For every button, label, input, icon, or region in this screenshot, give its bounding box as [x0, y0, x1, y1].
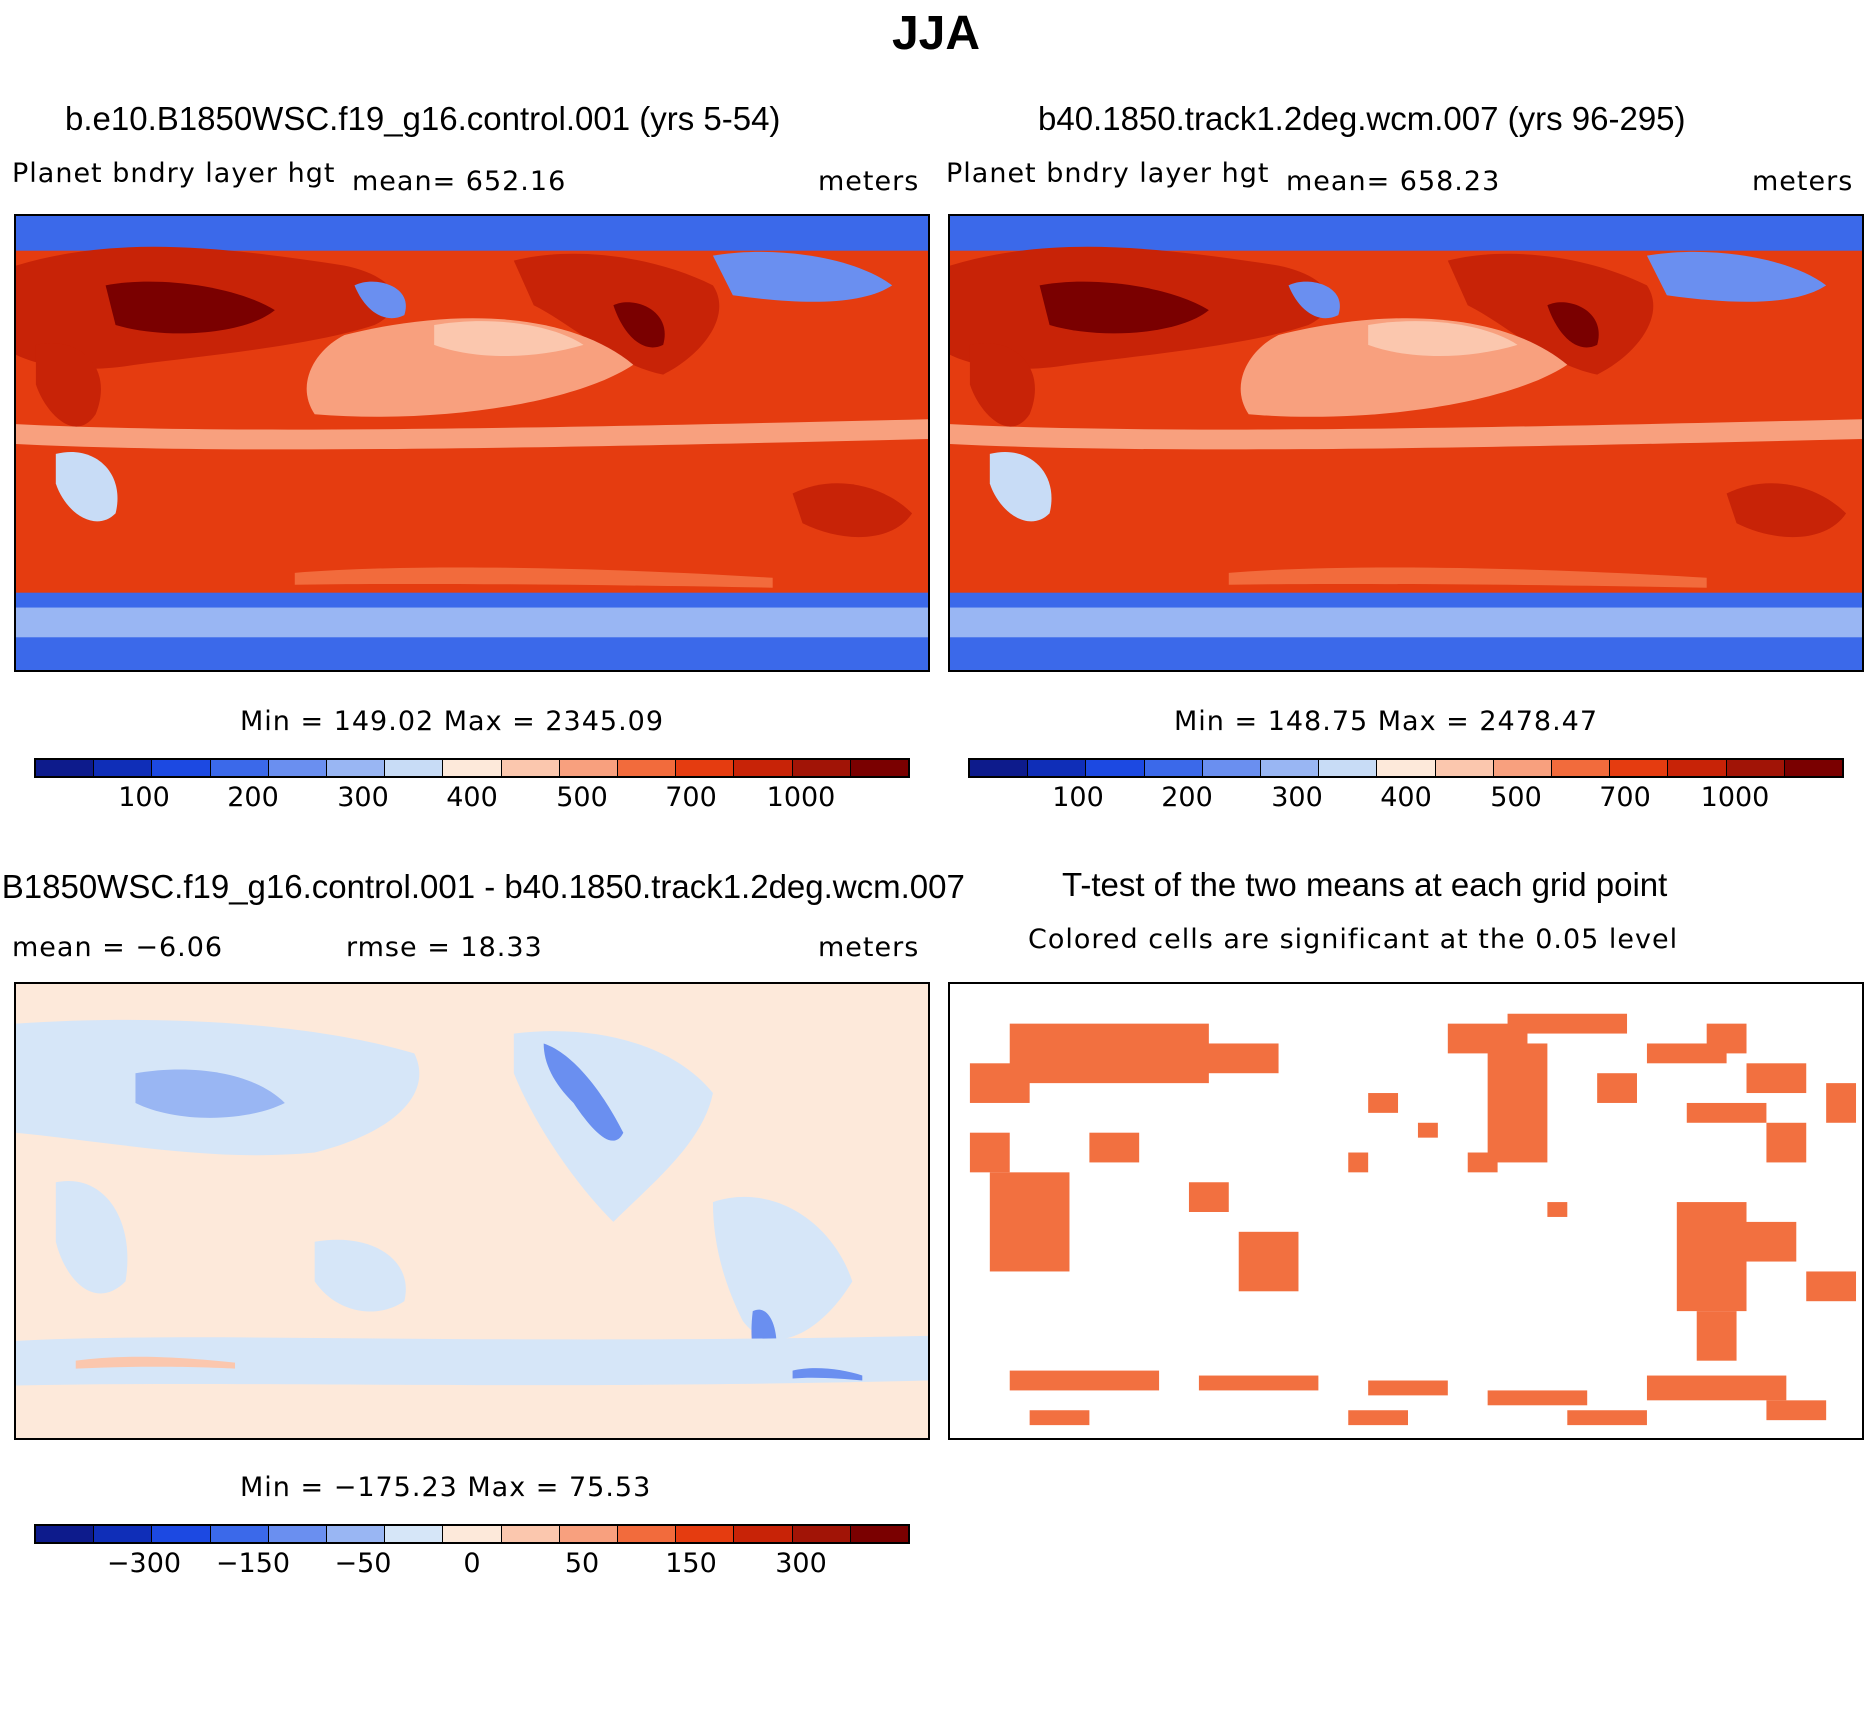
colorbar-swatch — [268, 1526, 328, 1542]
colorbar-swatch — [327, 1526, 386, 1542]
colorbar-tick: 100 — [118, 782, 170, 813]
mean-label-top-right: mean= 658.23 — [1286, 166, 1501, 197]
heatmap-top-left — [16, 216, 928, 670]
colorbar-swatch — [559, 760, 619, 776]
colorbar-tick: 50 — [564, 1548, 600, 1579]
page-title: JJA — [891, 7, 981, 60]
panel-title-bottom-left: b.e10.B1850WSC.f19_g16.control.001 - b40… — [0, 868, 965, 905]
colorbar-swatch — [443, 1526, 502, 1542]
map-bottom-left — [14, 982, 930, 1440]
colorbar-tick: 300 — [775, 1548, 827, 1579]
colorbar-swatch — [734, 760, 793, 776]
colorbar-swatch — [327, 760, 386, 776]
units-label-bottom-left: meters — [818, 932, 920, 963]
colorbar-swatch — [501, 1526, 560, 1542]
colorbar-swatch — [676, 760, 735, 776]
colorbar-swatch — [1319, 760, 1378, 776]
colorbar-tick: 500 — [556, 782, 608, 813]
colorbar-swatch — [1202, 760, 1262, 776]
colorbar-swatch — [1493, 760, 1553, 776]
colorbar-tick: −50 — [334, 1548, 392, 1579]
colorbar-swatch — [1610, 760, 1669, 776]
colorbar-swatch — [1435, 760, 1494, 776]
colorbar-swatch — [385, 760, 444, 776]
colorbar-tick: 700 — [1599, 782, 1651, 813]
colorbar-swatch — [1144, 760, 1203, 776]
colorbar-tick: 300 — [337, 782, 389, 813]
colorbar-swatch — [152, 760, 211, 776]
units-label-top-right: meters — [1752, 166, 1854, 197]
colorbar-swatch — [676, 1526, 735, 1542]
colorbar-swatch — [501, 760, 560, 776]
colorbar-tick: 300 — [1271, 782, 1323, 813]
colorbar-tick: 100 — [1052, 782, 1104, 813]
colorbar-tick: 1000 — [766, 782, 836, 813]
colorbar-swatch — [850, 1526, 909, 1542]
panel-title-bottom-right: T-test of the two means at each grid poi… — [1062, 866, 1668, 903]
panel-title-top-left: b.e10.B1850WSC.f19_g16.control.001 (yrs … — [65, 100, 781, 137]
colorbar-tick: −300 — [106, 1548, 182, 1579]
ttest-subtitle: Colored cells are significant at the 0.0… — [1028, 924, 1679, 955]
colorbar-tick: 150 — [665, 1548, 717, 1579]
colorbar-swatch — [618, 760, 677, 776]
colorbar-tick: 1000 — [1700, 782, 1770, 813]
colorbar-swatch — [618, 1526, 677, 1542]
colorbar-swatch — [1377, 760, 1436, 776]
map-bottom-right — [948, 982, 1864, 1440]
heatmap-bottom-left — [16, 984, 928, 1438]
colorbar-swatch — [559, 1526, 619, 1542]
colorbar-swatch — [94, 1526, 153, 1542]
colorbar-swatch — [1086, 760, 1145, 776]
colorbar-swatch — [152, 1526, 211, 1542]
colorbar-swatch — [1261, 760, 1320, 776]
variable-label-top-right: Planet bndry layer hgt — [946, 158, 1270, 189]
colorbar-tick: 400 — [446, 782, 498, 813]
colorbar-swatch — [385, 1526, 444, 1542]
panel-title-top-right: b40.1850.track1.2deg.wcm.007 (yrs 96-295… — [1038, 100, 1686, 137]
mean-label-top-left: mean= 652.16 — [352, 166, 567, 197]
colorbar-swatch — [36, 760, 95, 776]
colorbar-swatch — [1784, 760, 1843, 776]
significance-map — [950, 984, 1862, 1438]
units-label-top-left: meters — [818, 166, 920, 197]
colorbar-swatch — [443, 760, 502, 776]
colorbar-swatch — [36, 1526, 95, 1542]
colorbar-tick: 700 — [665, 782, 717, 813]
colorbar-tick: 200 — [227, 782, 279, 813]
colorbar-top-left — [34, 758, 910, 778]
colorbar-swatch — [970, 760, 1029, 776]
colorbar-swatch — [850, 760, 909, 776]
colorbar-swatch — [1668, 760, 1727, 776]
significant-cells — [969, 1013, 1857, 1426]
colorbar-swatch — [210, 760, 269, 776]
colorbar-swatch — [1726, 760, 1785, 776]
minmax-label-bottom-left: Min = −175.23 Max = 75.53 — [240, 1472, 652, 1503]
map-top-left — [14, 214, 930, 672]
colorbar-bottom-left — [34, 1524, 910, 1544]
heatmap-top-right — [950, 216, 1862, 670]
colorbar-tick: 400 — [1380, 782, 1432, 813]
minmax-label-top-right: Min = 148.75 Max = 2478.47 — [1174, 706, 1599, 737]
colorbar-swatch — [792, 760, 851, 776]
colorbar-top-right — [968, 758, 1844, 778]
colorbar-swatch — [1552, 760, 1611, 776]
colorbar-tick: 200 — [1161, 782, 1213, 813]
minmax-label-top-left: Min = 149.02 Max = 2345.09 — [240, 706, 665, 737]
colorbar-swatch — [1028, 760, 1087, 776]
mean-label-bottom-left: mean = −6.06 — [12, 932, 224, 963]
colorbar-swatch — [210, 1526, 269, 1542]
colorbar-swatch — [792, 1526, 851, 1542]
colorbar-swatch — [94, 760, 153, 776]
rmse-label-bottom-left: rmse = 18.33 — [346, 932, 543, 963]
variable-label-top-left: Planet bndry layer hgt — [12, 158, 336, 189]
colorbar-tick: −150 — [215, 1548, 291, 1579]
colorbar-swatch — [734, 1526, 793, 1542]
map-top-right — [948, 214, 1864, 672]
colorbar-tick: 500 — [1490, 782, 1542, 813]
colorbar-tick: 0 — [463, 1548, 481, 1579]
colorbar-swatch — [268, 760, 328, 776]
